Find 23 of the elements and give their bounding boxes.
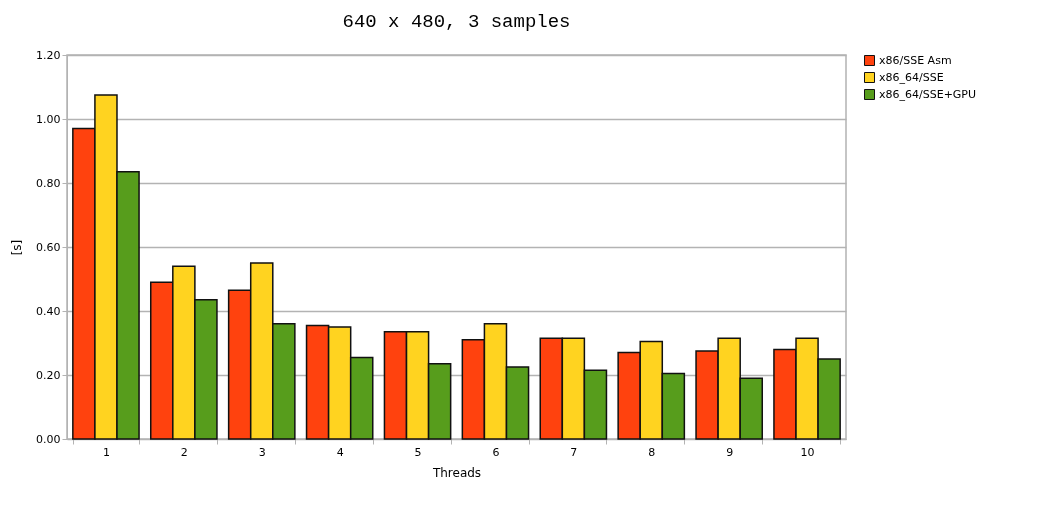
legend-label: x86/SSE Asm — [879, 53, 952, 67]
x-tick-label: 2 — [180, 445, 188, 459]
x-tick-label: 7 — [570, 445, 578, 459]
x-tick-label: 6 — [492, 445, 500, 459]
x-tick-label: 5 — [414, 445, 422, 459]
y-axis-title: [s] — [10, 239, 25, 256]
x-tick-label: 10 — [800, 445, 815, 459]
x-axis-title: Threads — [431, 465, 482, 480]
y-tick-label: 0.80 — [36, 176, 61, 190]
y-tick-label: 0.60 — [36, 240, 61, 254]
y-tick-label: 0.20 — [36, 368, 61, 382]
y-tick-label: 0.40 — [36, 304, 61, 318]
legend-label: x86_64/SSE — [879, 70, 944, 84]
y-tick-label: 0.00 — [36, 432, 61, 446]
x-tick-label: 4 — [336, 445, 344, 459]
y-tick-label: 1.20 — [36, 48, 61, 62]
x-tick-label: 1 — [102, 445, 110, 459]
chart-title: 640 x 480, 3 samples — [342, 11, 571, 33]
y-tick-label: 1.00 — [36, 112, 61, 126]
legend-label: x86_64/SSE+GPU — [879, 87, 977, 101]
x-tick-label: 3 — [258, 445, 266, 459]
x-tick-label: 9 — [726, 445, 734, 459]
x-tick-label: 8 — [648, 445, 656, 459]
